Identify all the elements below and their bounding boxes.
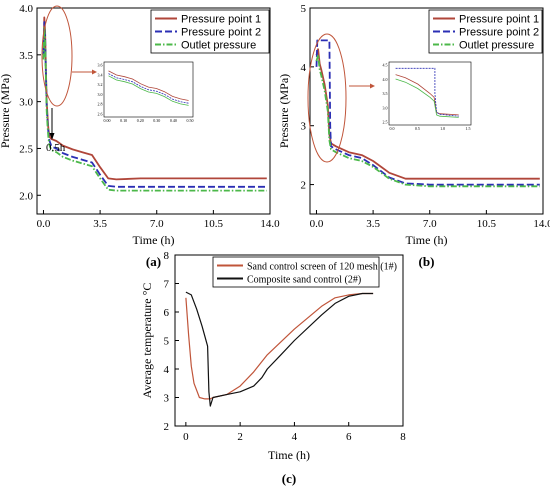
legend-label: Pressure point 2 (181, 27, 261, 39)
x-axis-label: Time (h) (268, 448, 310, 462)
series-line (315, 54, 540, 188)
y-tick-label: 7 (164, 279, 170, 291)
y-tick-label: 4 (301, 62, 307, 74)
legend-label: Outlet pressure (459, 40, 534, 52)
panel-a-chart: 0.0 3.5 7.0 10.5 14.0 2.0 2.5 3.0 3.5 4.0 Time (h)… (0, 3, 280, 269)
time-marker-arrowhead (49, 133, 55, 140)
series-line (315, 48, 540, 180)
y-axis-label: Pressure (MPa) (0, 74, 12, 148)
inset-y-tick: 3.5 (383, 91, 388, 96)
panel-label: (a) (146, 254, 161, 269)
inset-x-tick: 0.0 (390, 126, 395, 131)
inset-x-tick: 1.0 (440, 126, 445, 131)
highlight-ellipse (307, 33, 347, 163)
inset-y-tick: 3.6 (98, 63, 103, 68)
inset-x-tick: 0.10 (120, 118, 127, 123)
inset-y-tick: 3.0 (98, 92, 103, 97)
plot-frame (36, 7, 271, 215)
y-tick-label: 3.0 (19, 97, 33, 109)
inset-line (395, 78, 459, 118)
y-tick-label: 2 (164, 421, 170, 433)
inset-x-tick: 0.50 (187, 118, 194, 123)
panel-label: (c) (282, 471, 296, 486)
legend-label: Pressure point 1 (181, 14, 261, 26)
y-tick-label: 3.5 (19, 50, 33, 62)
inset-x-tick: 0.40 (170, 118, 177, 123)
y-tick-label: 6 (164, 307, 170, 319)
x-tick-label: 14.0 (533, 218, 550, 230)
inset-line (395, 67, 459, 117)
inset-line (108, 70, 189, 101)
x-tick-label: 0 (183, 431, 189, 443)
inset-x-tick: 0.5 (415, 126, 420, 131)
x-tick-label: 3.5 (93, 218, 107, 230)
inset-y-tick: 2.5 (383, 120, 388, 125)
y-axis-label: Average temperature °C (140, 283, 154, 399)
y-tick-label: 3 (301, 121, 307, 133)
inset-y-tick: 3.0 (383, 105, 388, 110)
inset-x-tick: 1.5 (466, 126, 471, 131)
legend-label: Sand control screen of 120 mesh (1#) (247, 262, 397, 273)
x-tick-label: 0.0 (37, 218, 51, 230)
x-tick-label: 3.5 (366, 218, 380, 230)
y-tick-label: 2.0 (19, 190, 33, 202)
highlight-ellipse (41, 5, 73, 107)
legend-label: Composite sand control (2#) (247, 275, 361, 286)
x-tick-label: 10.5 (477, 218, 497, 230)
inset-y-tick: 3.2 (98, 82, 103, 87)
inset-y-tick: 2.6 (98, 112, 103, 117)
inset-x-tick: 0.20 (137, 118, 144, 123)
inset-arrowhead (370, 83, 375, 89)
series-line (315, 39, 540, 186)
y-tick-label: 2 (301, 180, 307, 192)
time-annotation: 0.5h (46, 142, 66, 154)
inset-y-tick: 4.5 (383, 63, 388, 68)
y-tick-label: 4 (164, 364, 170, 376)
inset-line (108, 73, 189, 104)
panel-c-chart: 0 2 4 6 8 2 3 4 5 6 7 8 Time (h) Average temperature … (140, 250, 406, 486)
legend-box (212, 256, 380, 288)
y-tick-label: 5 (301, 3, 307, 15)
inset-x-tick: 0.30 (153, 118, 160, 123)
y-tick-label: 8 (164, 250, 170, 262)
x-tick-label: 4 (292, 431, 298, 443)
legend-label: Pressure point 1 (459, 14, 539, 26)
x-tick-label: 6 (346, 431, 352, 443)
x-tick-label: 10.5 (204, 218, 224, 230)
x-axis-label: Time (h) (133, 233, 175, 247)
x-tick-label: 7.0 (150, 218, 164, 230)
plot-frame (309, 7, 544, 215)
panel-b-chart: 0.0 3.5 7.0 10.5 14.0 2 3 4 5 Time (h) Pressure (M… (277, 3, 550, 269)
legend-label: Pressure point 2 (459, 27, 539, 39)
y-tick-label: 5 (164, 336, 170, 348)
inset-y-tick: 2.8 (98, 102, 103, 107)
y-tick-label: 3 (164, 393, 170, 405)
inset-arrowhead (92, 69, 97, 75)
inset-line (395, 74, 459, 116)
y-axis-label: Pressure (MPa) (277, 74, 291, 148)
x-axis-label: Time (h) (406, 233, 448, 247)
inset-y-tick: 4.0 (383, 77, 388, 82)
y-tick-label: 4.0 (19, 3, 33, 15)
series-line (42, 21, 267, 188)
x-tick-label: 8 (400, 431, 406, 443)
x-tick-label: 2 (237, 431, 243, 443)
x-tick-label: 0.0 (310, 218, 324, 230)
panel-label: (b) (419, 254, 435, 269)
inset-x-tick: 0.00 (104, 118, 111, 123)
inset-y-tick: 3.4 (98, 72, 103, 77)
y-tick-label: 2.5 (19, 143, 33, 155)
inset-line (108, 75, 189, 106)
series-line (185, 291, 374, 407)
x-tick-label: 7.0 (423, 218, 437, 230)
legend-label: Outlet pressure (181, 40, 256, 52)
x-tick-label: 14.0 (260, 218, 280, 230)
series-line (185, 292, 374, 400)
